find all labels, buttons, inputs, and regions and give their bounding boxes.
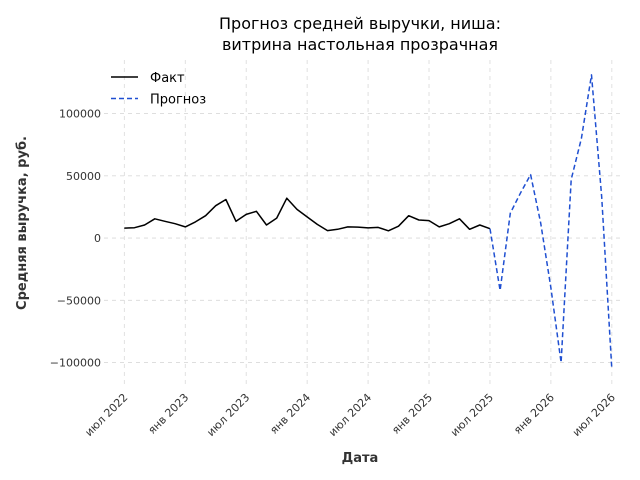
x-tick-label: янв 2023: [146, 391, 192, 437]
chart-title: Прогноз средней выручки, ниша: витрина н…: [219, 14, 501, 54]
x-tick-label: июл 2024: [326, 391, 374, 439]
x-axis-label: Дата: [342, 451, 379, 466]
x-tick-label: янв 2026: [511, 391, 557, 437]
chart-title-line-2: витрина настольная прозрачная: [222, 35, 498, 54]
y-axis-ticks: 100000 50000 0 −50000 −100000: [50, 108, 101, 370]
y-axis-label: Средняя выручка, руб.: [15, 136, 30, 310]
y-tick-label: 0: [94, 232, 101, 245]
y-tick-label: −100000: [50, 357, 101, 370]
y-tick-label: −50000: [57, 294, 101, 307]
x-tick-label: июл 2022: [82, 391, 130, 439]
series-line-2: [489, 74, 613, 369]
x-tick-label: июл 2023: [204, 391, 252, 439]
series-line-1: [124, 197, 491, 232]
y-tick-label: 50000: [66, 170, 101, 183]
x-axis-ticks: июл 2022 янв 2023 июл 2023 янв 2024 июл 2024…: [82, 391, 618, 439]
legend-label: Факт: [150, 71, 185, 86]
x-tick-label: июл 2026: [570, 391, 618, 439]
legend: Факт Прогноз: [111, 71, 206, 108]
series-layer: [124, 74, 613, 369]
y-tick-label: 100000: [59, 108, 101, 121]
grid-layer: [104, 60, 622, 385]
x-tick-label: янв 2024: [267, 391, 313, 437]
x-tick-label: июл 2025: [448, 391, 496, 439]
chart-title-line-1: Прогноз средней выручки, ниша:: [219, 14, 501, 33]
x-tick-label: янв 2025: [389, 391, 435, 437]
legend-label: Прогноз: [150, 93, 206, 108]
